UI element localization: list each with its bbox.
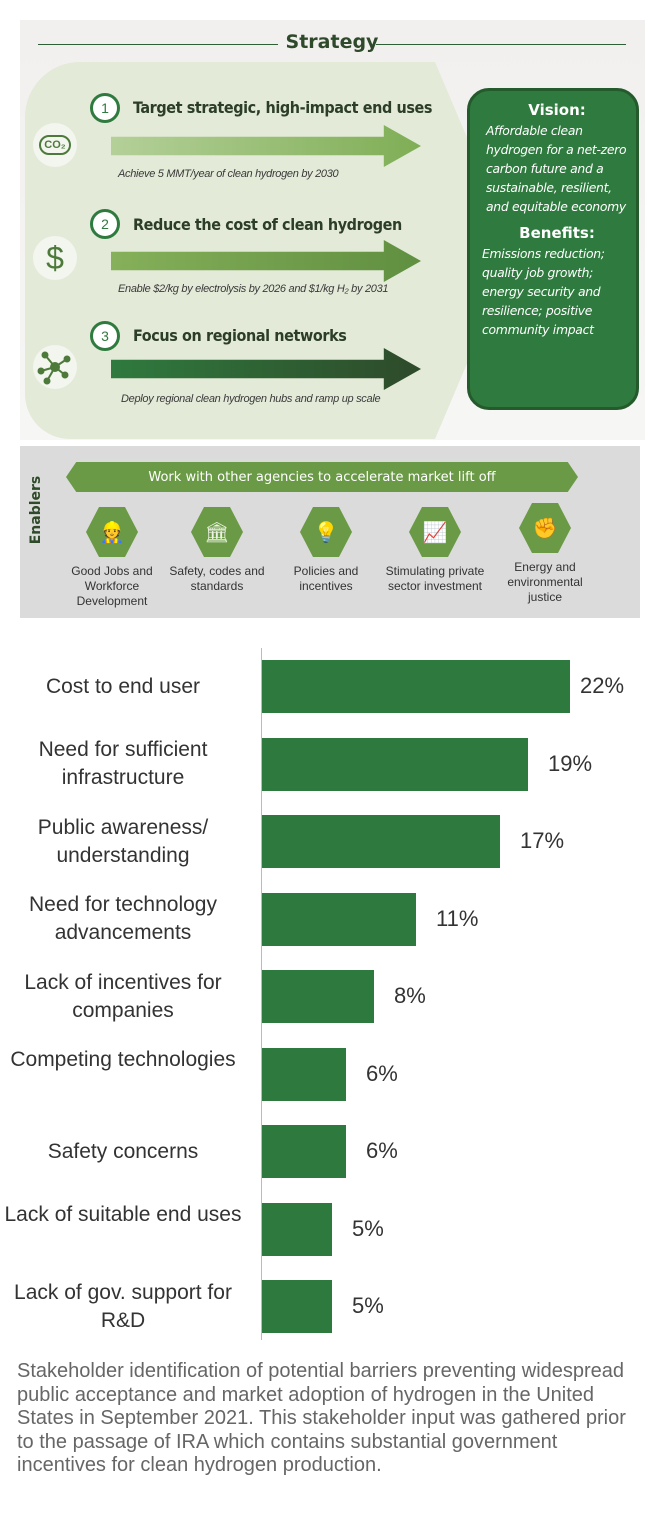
value-label: 5% — [352, 1293, 384, 1318]
bar — [262, 1125, 346, 1178]
enabler-label: Energy and environmental justice — [507, 560, 583, 604]
bar — [262, 737, 528, 791]
value-label: 22% — [580, 673, 625, 698]
bar — [262, 815, 500, 868]
benefits-title: Benefits: — [519, 224, 595, 242]
category-label: Need for technology advancements — [29, 893, 217, 944]
step-detail: Enable $2/kg by electrolysis by 2026 and… — [118, 283, 389, 295]
step-detail: Deploy regional clean hydrogen hubs and … — [121, 393, 381, 405]
category-label: Lack of gov. support for R&D — [14, 1280, 232, 1332]
benefits-text: Emissions reduction; quality job growth;… — [482, 246, 605, 337]
step-number: 3 — [90, 321, 120, 351]
category-label: Public awareness/ understanding — [37, 815, 209, 867]
value-label: 5% — [352, 1215, 384, 1241]
vision-title: Vision: — [528, 101, 586, 119]
category-label: Competing technologies — [10, 1048, 236, 1071]
bar — [262, 660, 570, 713]
enablers-label: Enablers — [28, 475, 44, 545]
bar — [262, 1047, 346, 1101]
divider — [38, 44, 278, 45]
chart-caption: Stakeholder identification of potential … — [17, 1360, 626, 1476]
value-label: 6% — [366, 1138, 398, 1163]
bar — [262, 1280, 332, 1333]
divider — [376, 44, 626, 45]
step-number: 2 — [90, 209, 120, 239]
enabler-label: Safety, codes and standards — [169, 564, 265, 593]
network-icon — [33, 345, 77, 389]
category-label: Lack of suitable end uses — [4, 1203, 242, 1226]
category-label: Lack of incentives for companies — [24, 970, 222, 1022]
enabler-label: Good Jobs and Workforce Development — [71, 564, 153, 608]
dollar-icon: $ — [33, 236, 77, 280]
enablers-banner: Work with other agencies to accelerate m… — [66, 462, 578, 492]
category-label: Safety concerns — [47, 1139, 199, 1163]
enabler-label: Policies and incentives — [293, 564, 359, 593]
step-heading: Reduce the cost of clean hydrogen — [133, 215, 402, 234]
chart-axis — [261, 648, 262, 1340]
category-label: Cost to end user — [45, 674, 201, 698]
people-icon: ✊ — [519, 503, 571, 553]
step-heading: Target strategic, high-impact end uses — [133, 98, 433, 117]
value-label: 6% — [366, 1060, 398, 1086]
bar — [262, 892, 416, 946]
value-label: 11% — [436, 905, 479, 931]
value-label: 8% — [394, 983, 426, 1008]
co2-cloud-icon: CO₂ — [33, 123, 77, 167]
value-label: 17% — [520, 828, 565, 853]
bar — [262, 970, 374, 1023]
value-label: 19% — [548, 750, 593, 776]
enabler-label: Stimulating private sector investment — [385, 564, 485, 593]
step-heading: Focus on regional networks — [133, 326, 347, 345]
category-label: Need for sufficient infrastructure — [38, 738, 208, 789]
step-number: 1 — [90, 93, 120, 123]
bar — [262, 1202, 332, 1256]
vision-box: Vision: Affordable clean hydrogen for a … — [467, 88, 639, 410]
step-detail: Achieve 5 MMT/year of clean hydrogen by … — [118, 168, 339, 180]
vision-text: Affordable clean hydrogen for a net-zero… — [486, 123, 627, 214]
strategy-title: Strategy — [285, 31, 379, 53]
